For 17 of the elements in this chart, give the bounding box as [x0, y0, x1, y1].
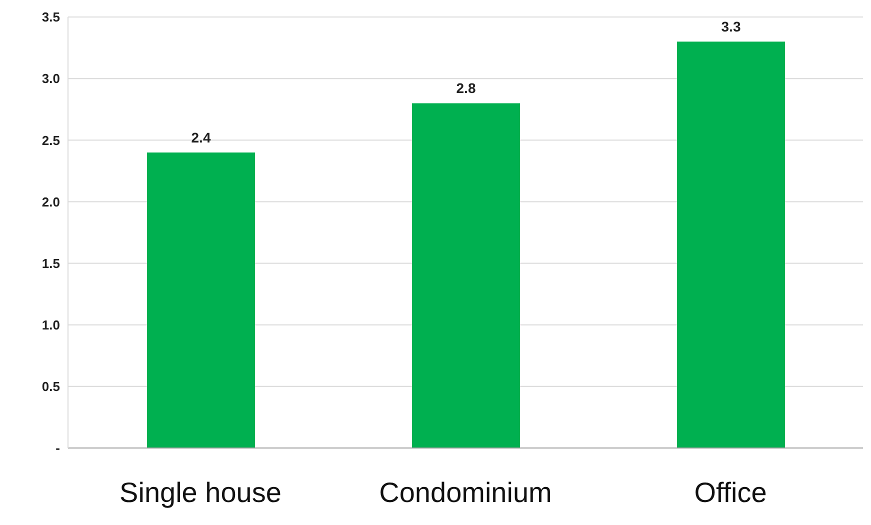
bar — [677, 42, 785, 448]
y-tick-label: 2.5 — [42, 132, 60, 148]
y-tick-label: 1.5 — [42, 256, 60, 271]
y-tick-label: 1.0 — [42, 317, 60, 332]
data-label: 2.4 — [191, 129, 211, 146]
x-tick-label: Office — [694, 476, 767, 508]
y-tick-label: 3.5 — [42, 10, 60, 25]
x-tick-label: Single house — [120, 476, 282, 508]
x-tick-label: Condominium — [379, 476, 552, 508]
y-tick-label: 3.0 — [42, 71, 60, 86]
data-label: 2.8 — [456, 80, 476, 96]
bar — [412, 103, 520, 448]
y-tick-label: 2.0 — [42, 194, 60, 210]
y-tick-label: - — [56, 440, 60, 456]
data-label: 3.3 — [721, 18, 741, 35]
bar — [147, 152, 255, 448]
y-tick-label: 0.5 — [42, 379, 60, 394]
